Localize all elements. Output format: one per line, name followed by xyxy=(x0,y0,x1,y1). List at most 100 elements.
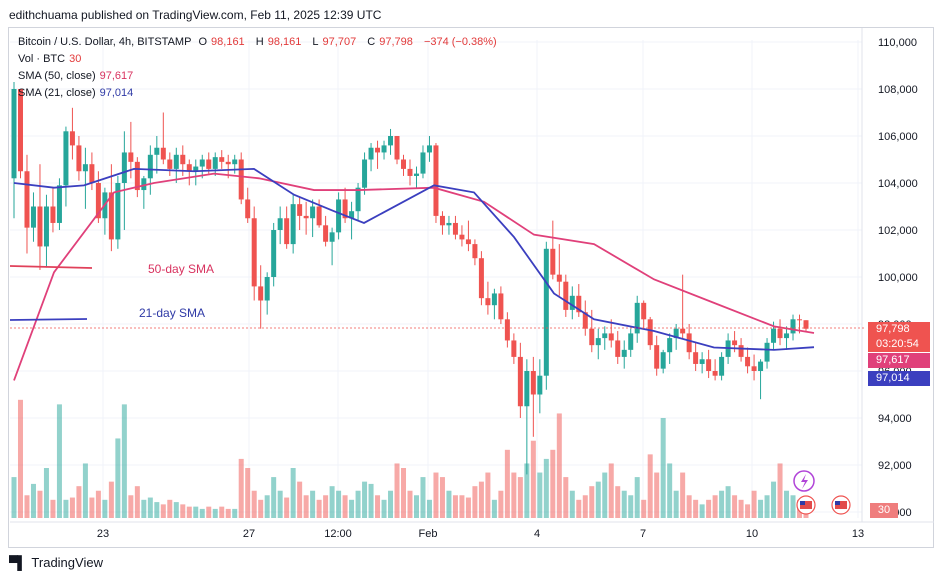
symbol-legend: Bitcoin / U.S. Dollar, 4h, BITSTAMP O 98,… xyxy=(18,36,497,48)
volume-bar xyxy=(160,504,166,518)
candle-body xyxy=(336,199,342,233)
volume-bar xyxy=(121,404,127,518)
volume-bar xyxy=(530,440,536,518)
candle-body xyxy=(310,206,316,219)
sma21-value: 97,014 xyxy=(99,87,134,99)
volume-bar xyxy=(76,486,82,518)
volume-bar xyxy=(686,495,692,518)
candle-body xyxy=(108,192,114,240)
footer[interactable]: ▀▌ TradingView xyxy=(9,555,103,570)
candle-body xyxy=(342,199,348,219)
time-axis-label: 13 xyxy=(852,528,864,540)
candle-body xyxy=(485,298,491,306)
candle-body xyxy=(323,225,329,242)
volume-bar xyxy=(232,508,238,518)
sma50-annotation: 50-day SMA xyxy=(148,262,214,276)
candle-body xyxy=(647,319,653,346)
volume-bar xyxy=(245,468,251,518)
volume-bar xyxy=(219,506,225,518)
volume-bar xyxy=(550,449,556,518)
event-icons xyxy=(793,470,851,515)
candle-body xyxy=(751,366,757,371)
candle-body xyxy=(238,159,244,200)
candle-body xyxy=(784,333,790,339)
price-axis-label: 106,000 xyxy=(878,131,918,143)
sma21-annotation: 21-day SMA xyxy=(139,306,205,320)
volume-tag: 30 xyxy=(870,503,898,518)
candle-body xyxy=(803,320,809,329)
volume-bar xyxy=(316,499,322,518)
candle-body xyxy=(608,333,614,341)
candle-body xyxy=(290,204,296,245)
volume-bar xyxy=(738,499,744,518)
volume-bar xyxy=(206,506,212,518)
candle-body xyxy=(219,157,225,162)
candle-body xyxy=(595,338,601,346)
volume-bar xyxy=(251,490,257,518)
candle-body xyxy=(17,89,23,172)
volume-bar xyxy=(186,506,192,518)
time-axis-label: 12:00 xyxy=(324,528,352,540)
sma50-line xyxy=(13,172,815,381)
time-axis-label: 27 xyxy=(243,528,255,540)
candle-body xyxy=(173,154,179,169)
volume-bar xyxy=(342,495,348,518)
candle-body xyxy=(524,371,530,407)
volume-bar xyxy=(491,499,497,518)
high-value: 98,161 xyxy=(267,36,302,48)
volume-bar xyxy=(212,508,218,518)
candle-body xyxy=(30,206,36,228)
sma50-legend-line xyxy=(9,265,93,269)
candle-body xyxy=(797,319,803,321)
volume-bar xyxy=(660,418,666,518)
volume-bar xyxy=(459,495,465,518)
volume-bar xyxy=(725,486,731,518)
candle-body xyxy=(589,328,595,346)
volume-bar xyxy=(277,490,283,518)
volume-bar xyxy=(693,499,699,518)
last-price-tag: 97,798 xyxy=(868,322,930,337)
volume-bar xyxy=(784,490,790,518)
price-axis-label: 100,000 xyxy=(878,272,918,284)
sma21-price-tag: 97,014 xyxy=(868,371,930,386)
volume-bar xyxy=(349,499,355,518)
volume-bar xyxy=(582,495,588,518)
candle-body xyxy=(297,204,303,216)
candle-body xyxy=(550,248,556,275)
candle-body xyxy=(420,152,426,174)
volume-bar xyxy=(602,472,608,518)
attribution: edithchuama published on TradingView.com… xyxy=(9,8,382,22)
candle-body xyxy=(355,187,361,212)
chart-panel[interactable] xyxy=(8,27,934,548)
volume-legend: Vol · BTC 30 xyxy=(18,53,82,65)
volume-bar xyxy=(89,497,95,518)
volume-bar xyxy=(556,413,562,518)
volume-bar xyxy=(401,468,407,518)
candle-body xyxy=(498,293,504,320)
volume-bar xyxy=(362,481,368,518)
candle-body xyxy=(517,356,523,407)
volume-bar xyxy=(680,472,686,518)
volume-bar xyxy=(238,458,244,518)
candle-body xyxy=(225,161,231,165)
volume-bar xyxy=(225,508,231,518)
volume-bar xyxy=(426,499,432,518)
volume-bar xyxy=(115,438,121,518)
candle-body xyxy=(232,159,238,165)
volume-bar xyxy=(193,506,199,518)
volume-bar xyxy=(290,468,296,518)
candle-body xyxy=(777,328,783,339)
candle-body xyxy=(478,258,484,299)
candle-body xyxy=(433,145,439,216)
candle-body xyxy=(206,159,212,169)
candle-body xyxy=(115,183,121,240)
volume-bar xyxy=(258,499,264,518)
price-axis-label: 110,000 xyxy=(878,37,917,49)
volume-bar xyxy=(63,499,69,518)
volume-bar xyxy=(563,477,569,518)
candle-body xyxy=(667,338,673,353)
volume-bar xyxy=(102,499,108,518)
volume-bar xyxy=(433,472,439,518)
volume-bar xyxy=(199,508,205,518)
